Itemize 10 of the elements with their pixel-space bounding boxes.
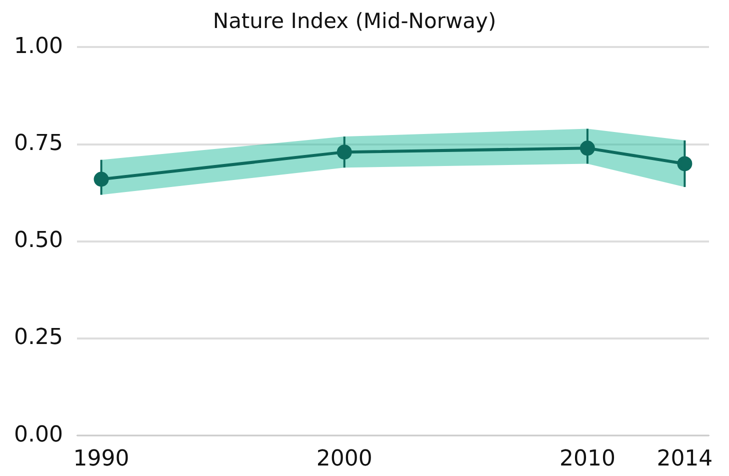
y-tick-label: 0.75 [14,131,63,156]
x-tick-label: 2010 [559,446,616,472]
y-tick-label: 0.25 [14,325,63,350]
x-tick-label: 2014 [656,446,713,472]
y-tick-label: 0.00 [14,422,63,448]
x-tick-label: 1990 [73,446,130,472]
y-tick-label: 1.00 [14,34,63,59]
x-tick-label: 2000 [316,446,372,472]
chart-title: Nature Index (Mid-Norway) [212,9,496,34]
y-tick-label: 0.50 [14,228,63,254]
